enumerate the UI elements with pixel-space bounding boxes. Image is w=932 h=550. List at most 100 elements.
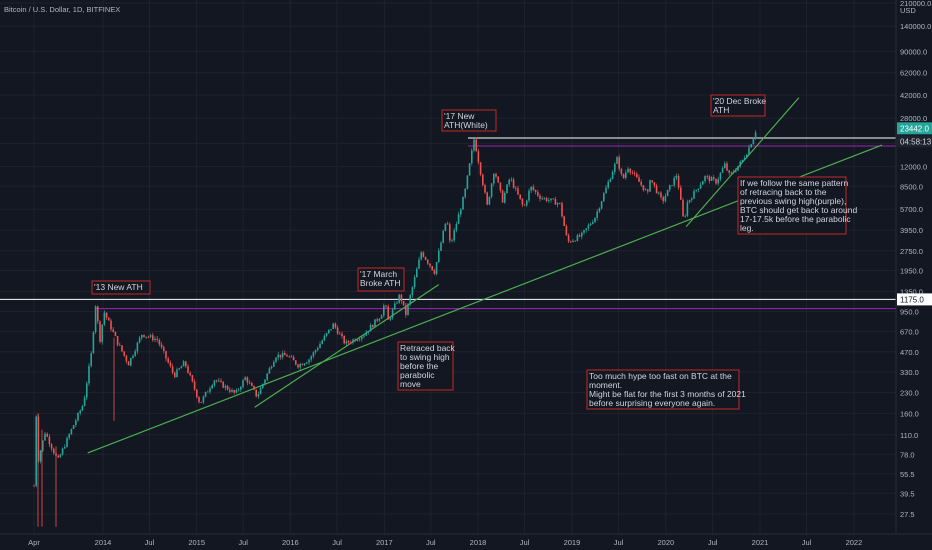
candle-body xyxy=(554,199,557,205)
price-tick-label: 28000.0 xyxy=(900,114,927,123)
candle-body xyxy=(202,396,205,403)
price-tick-label: 12000.0 xyxy=(900,163,927,172)
candle-body xyxy=(644,189,647,191)
candle-body xyxy=(567,235,570,242)
candle-body xyxy=(655,185,658,194)
time-axis[interactable]: Apr 2014 Jul 2015 Jul 2016 Jul 2017 Jul 2018 Jul 20… xyxy=(28,538,862,547)
candle-body xyxy=(405,305,407,315)
candle-body xyxy=(688,200,691,203)
candle-body xyxy=(523,204,526,206)
annotation-text: moment. xyxy=(589,380,622,390)
candle-body xyxy=(92,332,95,354)
candle-body xyxy=(328,329,330,334)
candle-body xyxy=(710,177,713,181)
candle-body xyxy=(358,339,361,340)
candle-body xyxy=(565,225,568,236)
candle-body xyxy=(101,324,103,342)
candle-body xyxy=(625,172,627,179)
candle-body xyxy=(706,176,708,177)
candle-body xyxy=(622,174,625,179)
price-tick-label: 39.5 xyxy=(900,489,915,498)
candle-body xyxy=(618,157,620,169)
candle-body xyxy=(464,188,466,198)
candle-body xyxy=(587,225,590,229)
candle-body xyxy=(413,277,416,288)
candle-body xyxy=(600,201,603,209)
candle-body xyxy=(521,198,524,205)
candle-body xyxy=(240,387,242,390)
annotation-text: BTC should get back to around xyxy=(740,205,857,215)
annotation-text: leg. xyxy=(740,223,754,233)
candle-body xyxy=(427,259,429,264)
candle-body xyxy=(750,144,752,148)
candle-body xyxy=(209,388,211,392)
candle-body xyxy=(424,256,427,260)
candle-body xyxy=(306,362,308,364)
candle-body xyxy=(292,356,295,361)
annotation-text: Might be flat for the first 3 months of … xyxy=(589,389,746,399)
time-tick-label: 2018 xyxy=(470,538,487,547)
candle-body xyxy=(411,287,414,296)
candle-body xyxy=(446,223,449,225)
candle-body xyxy=(574,240,576,242)
candle-body xyxy=(303,363,306,366)
candle-body xyxy=(380,315,383,319)
candle-body xyxy=(253,386,255,390)
candle-body xyxy=(691,198,693,201)
candle-body xyxy=(284,353,286,356)
candle-body xyxy=(215,380,218,382)
candle-body xyxy=(526,200,528,206)
candle-body xyxy=(664,196,667,202)
candle-body xyxy=(354,339,356,341)
candle-body xyxy=(167,358,169,363)
candle-body xyxy=(367,331,370,333)
price-tick-label: 8500.0 xyxy=(900,182,923,191)
candle-body xyxy=(325,333,328,336)
candle-body xyxy=(277,354,279,358)
candle-body xyxy=(473,139,475,151)
candle-body xyxy=(444,223,447,232)
candle-body xyxy=(125,355,128,362)
candle-body xyxy=(275,357,277,362)
candle-body xyxy=(570,241,572,243)
candle-body xyxy=(515,187,517,189)
candle-body xyxy=(352,339,354,343)
candle-body xyxy=(418,259,420,269)
candle-body xyxy=(248,382,251,384)
time-tick-label: Jul xyxy=(145,538,155,547)
candle-body xyxy=(607,181,609,188)
candle-body xyxy=(453,230,455,241)
candle-body xyxy=(64,446,66,449)
candle-body xyxy=(356,339,359,341)
annotation-hype-note[interactable]: Too much hype too fast on BTC at themome… xyxy=(586,369,746,410)
candle-body xyxy=(713,177,715,179)
candle-body xyxy=(222,381,224,388)
candle-body xyxy=(420,252,422,260)
price-tick-label: 42000.0 xyxy=(900,91,927,100)
candle-body xyxy=(578,235,581,237)
time-tick-label: 2014 xyxy=(95,538,112,547)
annotation-text: '13 New ATH xyxy=(94,282,143,292)
candle-body xyxy=(499,182,502,191)
annotation-text: before the xyxy=(400,361,439,371)
candle-body xyxy=(226,385,229,390)
candle-body xyxy=(220,380,222,382)
candle-body xyxy=(647,189,649,192)
candle-body xyxy=(97,306,99,322)
candle-body xyxy=(660,192,662,198)
annotation-box xyxy=(737,176,847,235)
annotation-ath-2013[interactable]: '13 New ATH xyxy=(91,280,151,295)
candle-body xyxy=(433,270,436,274)
candle-body xyxy=(559,202,561,204)
candle-body xyxy=(374,319,376,327)
candle-body xyxy=(286,355,288,357)
candle-body xyxy=(75,420,77,426)
candle-body xyxy=(605,187,607,194)
candle-body xyxy=(611,172,614,180)
